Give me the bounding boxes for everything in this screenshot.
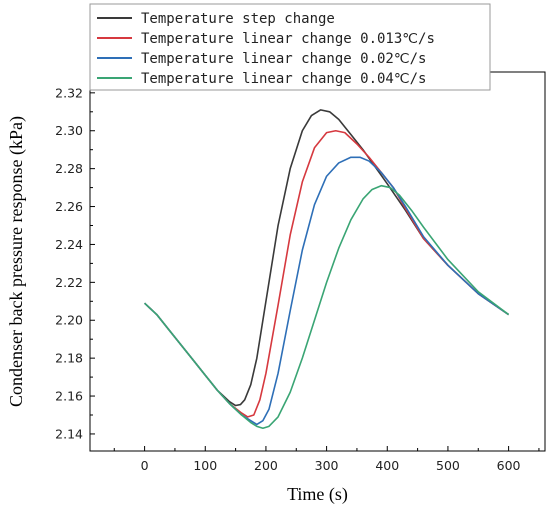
y-tick-label: 2.16 bbox=[55, 389, 83, 404]
x-tick-label: 600 bbox=[497, 458, 521, 473]
legend-box bbox=[89, 3, 491, 91]
axes-frame bbox=[89, 71, 546, 452]
legend-label-4: Temperature linear change 0.04℃/s bbox=[141, 71, 426, 87]
y-tick-label: 2.18 bbox=[55, 351, 83, 366]
x-tick-label: 200 bbox=[254, 458, 278, 473]
series-layer bbox=[144, 109, 510, 430]
legend-label-3: Temperature linear change 0.02℃/s bbox=[141, 51, 426, 67]
legend-label-2: Temperature linear change 0.013℃/s bbox=[141, 31, 435, 47]
series-line-4 bbox=[144, 184, 510, 430]
y-tick-label: 2.14 bbox=[55, 426, 83, 441]
plot-frame bbox=[89, 71, 546, 452]
y-tick-label: 2.22 bbox=[55, 275, 83, 290]
series-line-3 bbox=[144, 156, 510, 426]
x-tick-label: 100 bbox=[193, 458, 217, 473]
y-tick-label: 2.26 bbox=[55, 199, 83, 214]
x-tick-label: 500 bbox=[436, 458, 460, 473]
legend: Temperature step change Temperature linea… bbox=[89, 3, 491, 91]
y-tick-label: 2.32 bbox=[55, 85, 83, 100]
series-line-2 bbox=[144, 129, 510, 418]
x-axis-title: Time (s) bbox=[287, 484, 348, 505]
y-tick-label: 2.20 bbox=[55, 313, 83, 328]
x-tick-label: 0 bbox=[141, 458, 149, 473]
y-axis-title: Condenser back pressure response (kPa) bbox=[6, 116, 27, 407]
x-axis-ticks: 0 100 200 300 400 500 600 bbox=[113, 446, 540, 473]
x-tick-label: 300 bbox=[315, 458, 339, 473]
y-tick-label: 2.30 bbox=[55, 123, 83, 138]
series-line-1 bbox=[144, 109, 510, 407]
y-tick-label: 2.28 bbox=[55, 161, 83, 176]
y-axis-ticks: 2.14 2.16 2.18 2.20 2.22 2.24 2.26 2.28 2.30 2.32 bbox=[55, 73, 95, 441]
legend-label-1: Temperature step change bbox=[141, 11, 335, 27]
x-tick-label: 400 bbox=[375, 458, 399, 473]
y-tick-label: 2.24 bbox=[55, 237, 83, 252]
